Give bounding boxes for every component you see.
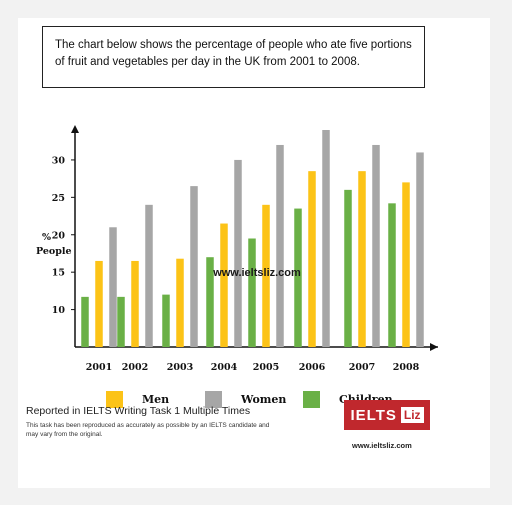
bar-men-2005 xyxy=(262,204,270,347)
x-tick-label: 2004 xyxy=(211,362,238,373)
logo-text-ielts: IELTS xyxy=(350,406,397,424)
legend-label-women: Women xyxy=(241,393,287,406)
bar-children-2005 xyxy=(248,238,256,347)
x-tick-label: 2001 xyxy=(86,362,112,373)
bar-children-2006 xyxy=(294,208,302,347)
legend-item-women: Women xyxy=(205,391,286,408)
x-tick-label: 2002 xyxy=(122,362,148,373)
x-tick-label: 2003 xyxy=(167,362,193,373)
bar-women-2005 xyxy=(276,144,284,347)
bar-women-2007 xyxy=(372,144,380,347)
bar-men-2007 xyxy=(358,171,366,347)
site-url[interactable]: www.ieltsliz.com xyxy=(352,441,412,450)
y-tick-label: 10 xyxy=(52,305,66,316)
y-tick-label: 30 xyxy=(52,155,66,166)
bar-children-2007 xyxy=(344,189,352,347)
y-axis-arrow xyxy=(71,125,79,133)
source-note: Reported in IELTS Writing Task 1 Multipl… xyxy=(26,405,251,417)
y-tick-label: 20 xyxy=(52,230,66,241)
bar-children-2001 xyxy=(81,296,89,347)
ielts-liz-logo: IELTS Liz xyxy=(344,400,430,430)
bar-children-2008 xyxy=(388,203,396,347)
y-tick-label: 15 xyxy=(52,268,65,279)
bar-children-2003 xyxy=(162,294,170,347)
task-description-box: The chart below shows the percentage of … xyxy=(42,26,425,88)
legend-label-men: Men xyxy=(142,393,170,406)
bar-men-2003 xyxy=(176,258,184,347)
legend-swatch-children xyxy=(303,391,320,408)
bar-children-2002 xyxy=(117,296,125,347)
bar-children-2004 xyxy=(206,257,214,347)
bar-women-2001 xyxy=(109,227,117,347)
x-tick-label: 2006 xyxy=(299,362,326,373)
x-axis-arrow xyxy=(430,343,438,351)
legend-swatch-men xyxy=(106,391,123,408)
x-tick-label: 2005 xyxy=(253,362,279,373)
bar-men-2006 xyxy=(308,171,316,347)
bar-women-2004 xyxy=(234,159,242,347)
y-tick-label: 25 xyxy=(52,193,65,204)
bar-women-2003 xyxy=(190,186,198,347)
bar-men-2004 xyxy=(220,223,228,347)
bar-men-2008 xyxy=(402,182,410,347)
bar-men-2001 xyxy=(95,260,103,347)
disclaimer-note: This task has been reproduced as accurat… xyxy=(26,422,270,438)
x-tick-label: 2008 xyxy=(393,362,420,373)
bar-men-2002 xyxy=(131,260,139,347)
bar-women-2006 xyxy=(322,130,330,347)
legend-item-men: Men xyxy=(106,391,169,408)
x-tick-label: 2007 xyxy=(349,362,375,373)
bar-women-2002 xyxy=(145,204,153,347)
y-axis-label: % xyxy=(42,232,51,243)
watermark-text: www.ieltsliz.com xyxy=(212,267,301,279)
task-description: The chart below shows the percentage of … xyxy=(55,39,412,68)
bar-women-2008 xyxy=(416,152,424,347)
logo-text-liz: Liz xyxy=(400,407,424,423)
legend-swatch-women xyxy=(205,391,222,408)
y-axis-label: People xyxy=(36,246,72,257)
